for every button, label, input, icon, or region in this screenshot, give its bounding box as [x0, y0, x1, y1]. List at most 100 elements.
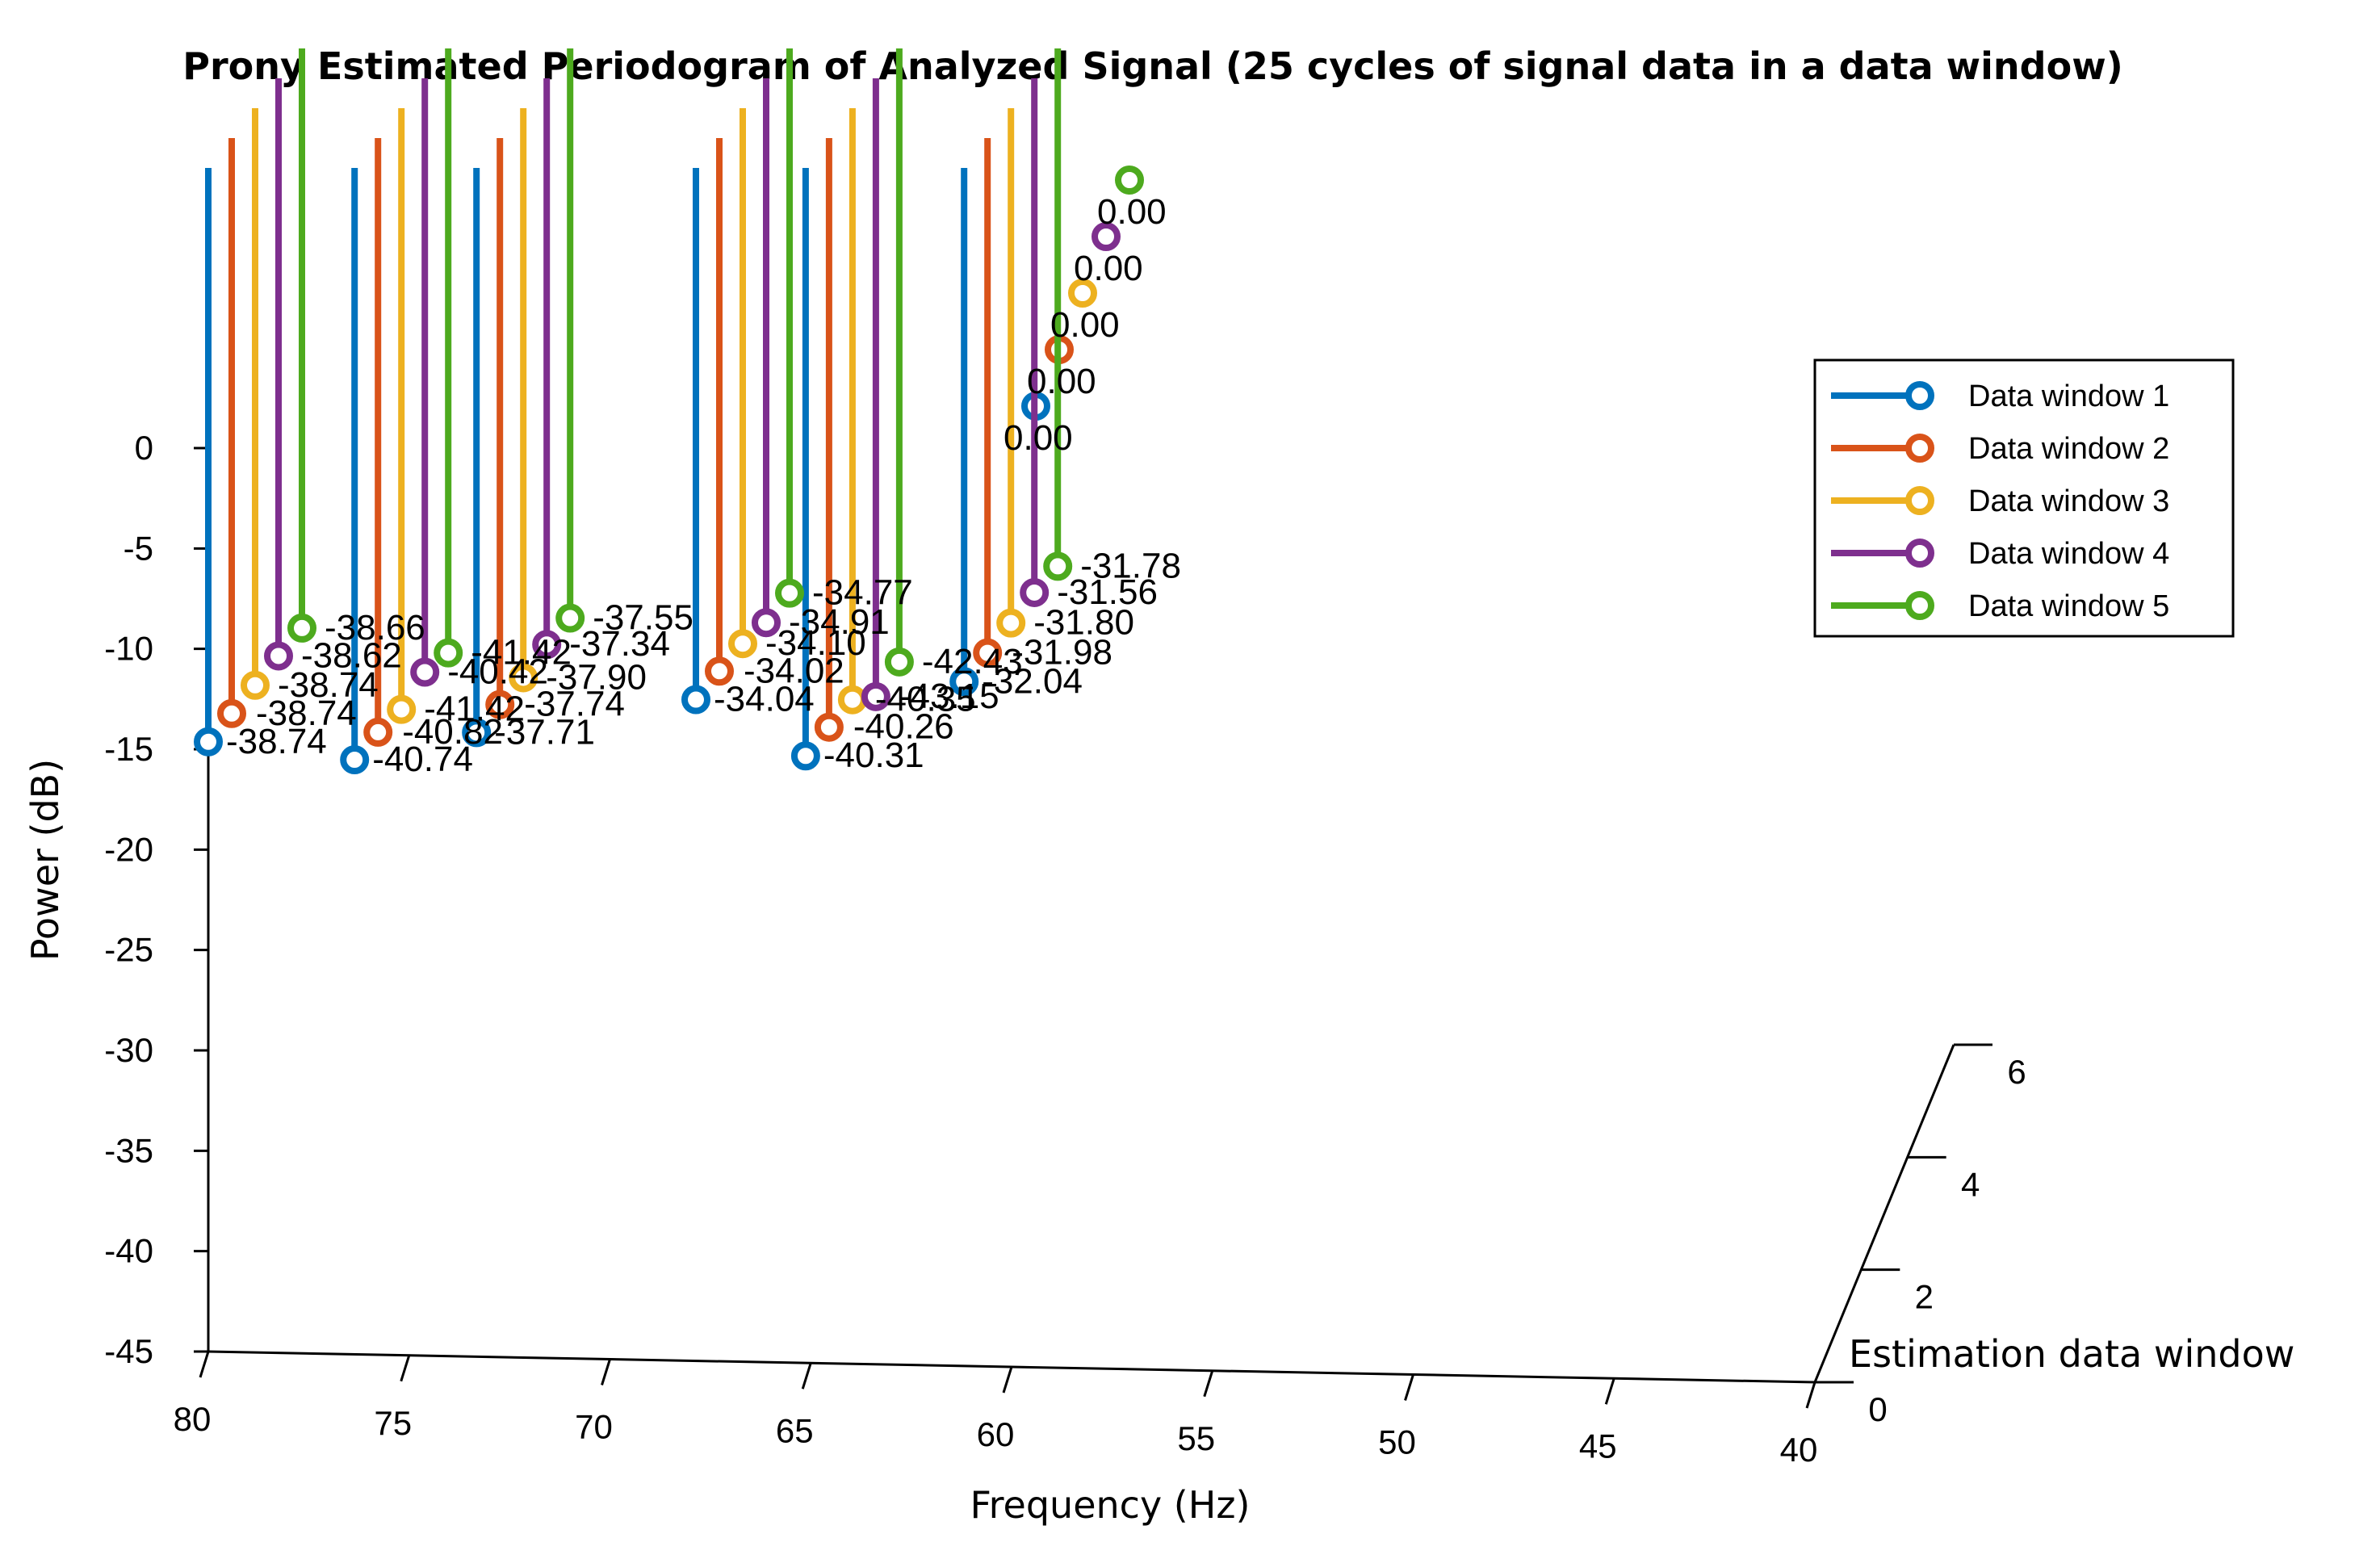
stem-marker — [340, 745, 370, 775]
data-label: -41.42 — [424, 689, 525, 729]
legend-swatch-marker — [1905, 381, 1934, 410]
stem-marker — [790, 741, 820, 771]
data-label: -38.74 — [256, 694, 357, 733]
x-tick-label: 45 — [1579, 1427, 1617, 1465]
stems — [194, 48, 1144, 775]
x-tick — [1002, 1366, 1013, 1394]
y-tick-label: -35 — [104, 1131, 153, 1169]
legend-swatch-marker — [1905, 539, 1934, 568]
data-label: -34.10 — [765, 623, 866, 663]
data-label: 0.00 — [1050, 305, 1120, 345]
z-tick-label: 6 — [2007, 1053, 2026, 1091]
z-tick-label: 4 — [1961, 1165, 1980, 1203]
y-tick-label: -5 — [124, 529, 153, 567]
data-label: -38.74 — [278, 665, 379, 705]
stem-marker — [555, 603, 585, 633]
x-tick-label: 50 — [1378, 1423, 1416, 1461]
stem-marker — [884, 647, 914, 677]
x-tick-label: 55 — [1177, 1419, 1215, 1457]
stem-marker — [705, 656, 734, 686]
y-tick-label: 0 — [135, 429, 153, 467]
stem-marker — [264, 641, 293, 671]
data-label: -31.80 — [1033, 603, 1134, 643]
data-label: -40.74 — [372, 740, 473, 779]
x-tick — [400, 1355, 411, 1382]
data-label: -37.90 — [546, 657, 647, 697]
stem-marker — [287, 613, 316, 643]
data-label: -31.56 — [1057, 572, 1158, 612]
legend-label: Data window 2 — [1968, 432, 2169, 466]
stem-marker — [775, 578, 804, 608]
z-axis-label: Estimation data window — [1849, 1332, 2294, 1376]
x-tick — [1203, 1370, 1214, 1398]
data-label: 0.00 — [1004, 418, 1073, 458]
y-tick-label: -15 — [104, 730, 153, 768]
y-tick-label: -45 — [104, 1332, 153, 1370]
legend-label: Data window 5 — [1968, 589, 2169, 623]
legend-label: Data window 3 — [1968, 484, 2169, 518]
chart-title: Prony Estimated Periodogram of Analyzed … — [182, 44, 2122, 88]
legend-label: Data window 4 — [1968, 537, 2169, 571]
stem-marker — [363, 717, 393, 747]
stem-marker — [861, 681, 890, 711]
stem-marker — [728, 629, 757, 659]
x-tick-label: 80 — [174, 1400, 212, 1438]
data-label: -38.66 — [325, 608, 425, 648]
stem-marker — [949, 667, 979, 697]
x-tick — [1604, 1377, 1615, 1405]
z-tick-label: 0 — [1868, 1390, 1887, 1428]
y-axis-label: Power (dB) — [23, 759, 67, 961]
data-label: -34.77 — [812, 573, 913, 613]
stem-marker — [434, 638, 463, 668]
data-label: -37.34 — [569, 624, 670, 664]
x-tick-label: 40 — [1780, 1431, 1818, 1469]
y-tick-label: -30 — [104, 1031, 153, 1069]
stem-marker — [752, 608, 781, 638]
stem-marker — [1020, 577, 1050, 607]
stem-marker — [485, 689, 515, 719]
z-axis-line — [1813, 1044, 1955, 1383]
data-label: 0.00 — [1074, 249, 1143, 288]
x-tick — [601, 1359, 611, 1385]
stem-marker — [194, 727, 223, 757]
data-label: -40.82 — [402, 712, 503, 752]
x-tick-label: 70 — [575, 1408, 613, 1446]
legend-label: Data window 1 — [1968, 379, 2169, 413]
stem-marker — [973, 638, 1003, 668]
data-label: -34.04 — [714, 680, 815, 719]
legend-swatch-marker — [1905, 591, 1934, 620]
stem-marker — [681, 685, 710, 715]
data-label: -41.42 — [471, 633, 572, 673]
x-tick — [199, 1351, 210, 1378]
data-label: -37.71 — [494, 712, 595, 752]
stem-marker — [814, 712, 844, 742]
data-label: -37.74 — [524, 685, 625, 724]
x-tick-label: 65 — [776, 1411, 814, 1449]
stem-marker — [532, 630, 562, 660]
data-label: -34.91 — [789, 602, 890, 642]
data-label: -42.43 — [922, 642, 1023, 681]
stem-marker — [1115, 166, 1144, 195]
data-label: 0.00 — [1097, 192, 1167, 232]
x-tick-label: 60 — [977, 1415, 1015, 1453]
stem-marker — [217, 698, 246, 728]
data-label: -32.04 — [982, 661, 1083, 701]
data-label: -38.62 — [301, 635, 402, 675]
data-label: -38.74 — [226, 722, 327, 761]
data-label: -43.15 — [899, 677, 999, 716]
z-tick-label: 2 — [1915, 1278, 1934, 1316]
data-labels: -38.74 -40.74 -37.71 0.00 -34.04-40.31 -32.04… — [226, 192, 1181, 779]
x-axis-label: Frequency (Hz) — [970, 1483, 1251, 1527]
data-label: -40.31 — [823, 736, 924, 775]
data-label: -40.26 — [853, 707, 954, 747]
stem-marker — [996, 608, 1026, 638]
y-tick-label: -40 — [104, 1232, 153, 1270]
data-label: -31.98 — [1012, 633, 1112, 673]
legend-swatch-marker — [1905, 486, 1934, 515]
y-tick-label: -10 — [104, 630, 153, 668]
x-tick — [1805, 1381, 1816, 1409]
x-tick — [1404, 1374, 1414, 1401]
y-tick-label: -20 — [104, 830, 153, 868]
data-label: 0.00 — [1027, 362, 1096, 401]
